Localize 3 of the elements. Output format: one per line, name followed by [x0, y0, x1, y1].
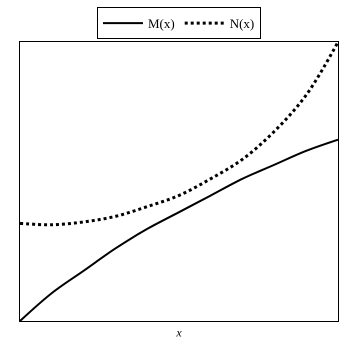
x-axis-title: x [175, 326, 182, 340]
legend-label: M(x) [148, 16, 175, 32]
legend-label: N(x) [230, 16, 254, 32]
